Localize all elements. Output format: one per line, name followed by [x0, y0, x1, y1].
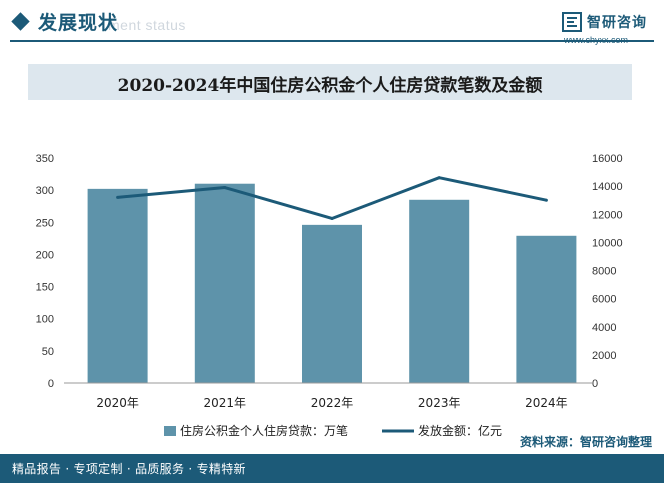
x-tick-label: 2022年 — [311, 396, 354, 410]
y-left-tick-label: 150 — [36, 282, 54, 294]
line-point — [330, 216, 334, 220]
bar — [516, 235, 577, 383]
legend-line-label: 发放金额：亿元 — [418, 423, 502, 438]
chart-title: 2020-2024年中国住房公积金个人住房贷款笔数及金额 — [117, 76, 543, 96]
y-right-tick-label: 16000 — [592, 153, 623, 165]
chart-title-band: 2020-2024年中国住房公积金个人住房贷款笔数及金额 — [28, 64, 632, 100]
x-tick-label: 2021年 — [204, 396, 247, 410]
bar — [194, 183, 255, 383]
y-left-tick-label: 100 — [36, 314, 54, 326]
y-right-tick-label: 2000 — [592, 350, 616, 362]
y-left-tick-label: 50 — [42, 346, 54, 358]
y-left-tick-label: 0 — [48, 378, 54, 390]
y-right-tick-label: 14000 — [592, 181, 623, 193]
legend-bar-swatch — [164, 426, 176, 436]
footer-bar: 精品报告 · 专项定制 · 品质服务 · 专精特新 — [0, 454, 664, 483]
y-right-tick-label: 0 — [592, 378, 598, 390]
bar — [409, 199, 470, 383]
series-line — [117, 176, 547, 220]
x-tick-label: 2024年 — [525, 396, 568, 410]
y-right-tick-label: 8000 — [592, 266, 616, 278]
header: ment status 发展现状 智研咨询 www.chyxx.com — [0, 0, 664, 48]
y-right-tick-label: 6000 — [592, 294, 616, 306]
bar — [87, 188, 148, 383]
y-left-tick-label: 200 — [36, 249, 54, 261]
y-left-tick-label: 250 — [36, 217, 54, 229]
y-left-tick-label: 300 — [36, 185, 54, 197]
line-point — [437, 176, 441, 180]
x-tick-label: 2020年 — [96, 396, 139, 410]
logo-name: 智研咨询 — [587, 15, 647, 31]
y-right-tick-label: 12000 — [592, 209, 623, 221]
bar — [302, 224, 362, 383]
y-right-tick-label: 4000 — [592, 322, 616, 334]
y-left-tick-label: 350 — [36, 153, 54, 165]
chart: 0 50 100 150 200 250 300 350 0 2000 4000 6000 8000 10… — [36, 153, 623, 438]
x-tick-label: 2023年 — [418, 396, 461, 410]
header-subtitle: ment status — [108, 17, 186, 33]
source-note: 资料来源：智研咨询整理 — [519, 435, 652, 449]
line-point — [544, 198, 548, 202]
line-point — [223, 186, 227, 190]
legend-bar-label: 住房公积金个人住房贷款：万笔 — [180, 423, 348, 438]
logo-icon — [562, 12, 582, 32]
page-title: 发展现状 — [38, 12, 119, 34]
header-divider — [10, 40, 654, 42]
y-right-tick-label: 10000 — [592, 237, 623, 249]
line-point — [116, 195, 120, 199]
footer-tagline: 精品报告 · 专项定制 · 品质服务 · 专精特新 — [12, 462, 246, 476]
